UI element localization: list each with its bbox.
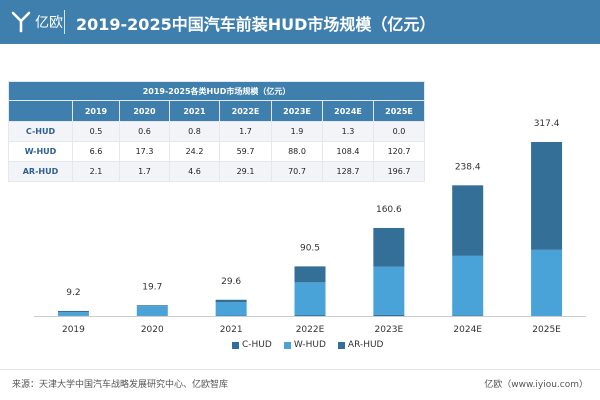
table-cell: 1.9 [271,121,323,142]
bar-segment-ar-hud [215,299,247,303]
bar-segment-c-hud [294,315,326,316]
total-label: 317.4 [534,119,560,129]
table-row: W-HUD 6.6 17.3 24.2 59.7 88.0 108.4 120.7 [8,141,426,162]
table-cell: 70.7 [271,161,323,182]
table-cell: 1.7 [119,161,170,182]
bar-segment-w-hud [452,255,484,316]
legend-label: AR-HUD [347,340,384,350]
table-row-label: C-HUD [8,121,73,142]
bar-segment-ar-hud [136,305,168,307]
footer-divider [0,369,600,370]
table-column-header: 2019 [72,100,120,122]
x-tick-label: 2021 [220,325,243,335]
bar-segment-w-hud [531,249,563,316]
table-row: C-HUD 0.5 0.6 0.8 1.7 1.9 1.3 0.0 [8,121,426,142]
bar-segment-ar-hud [57,310,89,313]
bar-segment-ar-hud [452,185,484,256]
table-cell: 88.0 [271,141,323,162]
bar-segment-w-hud [373,266,405,315]
x-tick-label: 2023E [375,325,404,335]
total-label: 19.7 [142,282,162,292]
table-cell: 1.3 [322,121,374,142]
bar-segment-w-hud [215,302,247,316]
table-cell: 0.6 [119,121,170,142]
legend-item: C-HUD [232,340,272,350]
legend-label: W-HUD [293,340,326,350]
table-column-header: 2024E [322,100,374,122]
table-corner-cell [8,100,73,122]
total-label: 160.6 [376,205,402,215]
table-cell: 0.5 [72,121,120,142]
chart-legend: C-HUD W-HUD AR-HUD [232,340,383,350]
legend-item: AR-HUD [337,340,384,350]
header-bar: 亿欧 2019-2025中国汽车前装HUD市场规模（亿元） [0,0,600,44]
legend-swatch [232,341,239,349]
total-label: 238.4 [455,162,481,172]
data-table: 2019-2025各类HUD市场规模（亿元） 2019 2020 2021 2022E… [7,81,426,182]
page-title: 2019-2025中国汽车前装HUD市场规模（亿元） [76,15,436,34]
bar-segment-ar-hud [373,227,405,267]
x-tick-label: 2022E [296,325,325,335]
yiou-logo-icon [11,11,31,33]
table-cell: 108.4 [322,141,374,162]
legend-swatch [337,341,345,349]
bar-segment-c-hud [373,314,405,316]
x-tick-label: 2020 [141,325,164,335]
total-label: 9.2 [66,288,80,298]
table-cell: 17.3 [119,141,170,162]
logo: 亿欧 [10,8,63,36]
table-header-row: 2019 2020 2021 2022E 2023E 2024E 2025E [8,100,426,122]
bar-segment-ar-hud [294,266,326,283]
total-label: 90.5 [300,243,320,253]
table-cell: 29.1 [219,161,272,182]
logo-text: 亿欧 [35,15,63,31]
table-row-label: W-HUD [8,141,73,162]
brand-text: 亿欧（www.iyiou.com） [484,380,588,390]
table-row: AR-HUD 2.1 1.7 4.6 29.1 70.7 128.7 196.7 [8,161,426,182]
table-cell: 196.7 [372,161,426,182]
legend-swatch [283,341,291,349]
total-label: 29.6 [221,277,241,287]
x-tick-label: 2024E [453,325,482,335]
bar-segment-w-hud [294,282,326,316]
x-tick-label: 2025E [532,325,561,335]
header-divider [64,10,65,34]
table-cell: 120.7 [372,141,426,162]
bar-segment-c-hud [452,315,484,316]
legend-label: C-HUD [242,340,272,350]
table-column-header: 2022E [219,100,272,122]
x-tick-label: 2019 [62,325,85,335]
bar-segment-w-hud [57,312,89,316]
table-cell: 128.7 [322,161,374,182]
table-column-header: 2020 [119,100,170,122]
table-row-label: AR-HUD [8,161,73,182]
table-cell: 0.8 [169,121,220,142]
table-cell: 1.7 [219,121,272,142]
bar-segment-w-hud [136,306,168,316]
table-body: C-HUD 0.5 0.6 0.8 1.7 1.9 1.3 0.0 W-HUD 6.6 17.3 24… [8,121,426,182]
legend-item: W-HUD [283,340,326,350]
bar-segment-ar-hud [531,142,563,250]
table-column-header: 2025E [372,100,426,122]
table-cell: 4.6 [169,161,220,182]
source-text: 来源：天津大学中国汽车战略发展研究中心、亿欧智库 [12,380,229,390]
